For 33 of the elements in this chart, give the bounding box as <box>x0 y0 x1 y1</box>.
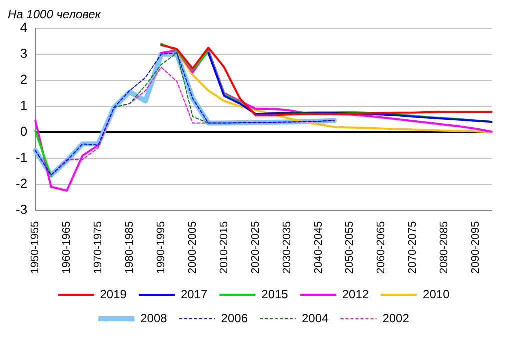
legend-label: 2002 <box>382 311 410 326</box>
x-tick-label: 1970-1975 <box>92 221 105 274</box>
x-tick-label: 1990-1995 <box>155 221 168 274</box>
legend-label: 2010 <box>423 287 450 302</box>
y-tick-label: 1 <box>20 98 28 113</box>
x-tick-label: 2040-2045 <box>312 221 325 274</box>
x-tick-label: 1980-1985 <box>124 221 136 274</box>
x-tick-label: 2090-2095 <box>470 221 482 274</box>
y-tick-label: 2 <box>20 72 28 87</box>
y-tick-label: -1 <box>16 150 28 165</box>
y-tick-label: 0 <box>20 124 28 139</box>
legend-label: 2015 <box>262 287 289 302</box>
y-tick-label: -2 <box>16 176 28 191</box>
x-tick-label: 2050-2055 <box>344 221 356 274</box>
legend-label: 2012 <box>342 287 370 302</box>
x-tick-label: 2010-2015 <box>218 221 230 274</box>
legend-label: 2008 <box>140 311 168 326</box>
legend-label: 2017 <box>180 287 208 302</box>
legend-label: 2004 <box>302 311 330 326</box>
x-tick-label: 2000-2005 <box>186 221 199 274</box>
y-tick-label: 3 <box>20 46 28 61</box>
x-tick-label: 1960-1965 <box>61 221 74 274</box>
x-tick-label: 2070-2075 <box>407 221 420 274</box>
x-tick-label: 2030-2035 <box>281 221 294 274</box>
legend-label: 2019 <box>100 287 128 302</box>
y-tick-label: -3 <box>16 202 28 217</box>
x-tick-label: 2060-2065 <box>376 221 388 274</box>
x-tick-label: 2080-2085 <box>438 221 451 274</box>
x-tick-label: 2020-2025 <box>250 221 262 274</box>
legend-label: 2006 <box>221 311 248 326</box>
chart-title: На 1000 человек <box>8 8 102 22</box>
x-tick-label: 1950-1955 <box>30 221 42 274</box>
y-tick-label: 4 <box>20 20 28 35</box>
